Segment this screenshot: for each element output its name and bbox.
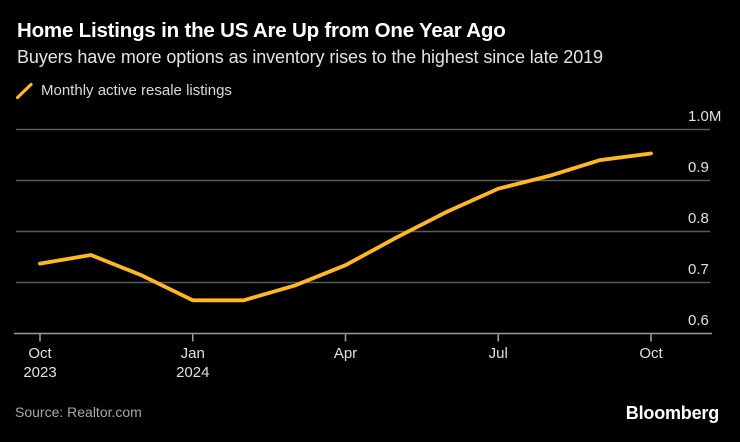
- x-axis-label-month: Jul: [488, 345, 508, 362]
- bloomberg-logo: Bloomberg: [625, 403, 719, 423]
- x-axis-label: Jan 2024: [176, 345, 209, 382]
- x-axis-label: Oct 2023: [23, 345, 56, 382]
- x-axis-label-month: Oct: [639, 345, 663, 362]
- y-axis-label: 0.9: [688, 158, 709, 176]
- x-axis-label-year: 2024: [176, 363, 210, 381]
- x-axis-label-year: 2023: [23, 363, 57, 381]
- x-axis-label: Apr: [334, 345, 357, 364]
- legend-label: Monthly active resale listings: [41, 82, 232, 99]
- x-axis-ticks: [39, 334, 652, 342]
- y-axis-label: 1.0M: [688, 107, 722, 125]
- source-credit: Source: Realtor.com: [15, 404, 142, 420]
- x-axis-label: Jul: [489, 345, 508, 364]
- x-axis-label-month: Apr: [333, 345, 358, 362]
- x-axis-label-month: Jan: [180, 345, 205, 362]
- y-axis-label: 0.6: [688, 311, 709, 329]
- chart-subtitle: Buyers have more options as inventory ri…: [17, 47, 603, 67]
- gridlines: [16, 128, 710, 284]
- x-axis-label-month: Oct: [28, 345, 52, 362]
- yellow-slash-icon: [16, 82, 33, 99]
- legend: Monthly active resale listings: [16, 82, 232, 99]
- chart-title: Home Listings in the US Are Up from One …: [17, 19, 506, 42]
- x-axis-label: Oct: [639, 345, 662, 364]
- series-line-monthly-listings: [38, 151, 653, 303]
- y-axis-label: 0.8: [688, 209, 709, 227]
- y-axis-label: 0.7: [688, 260, 709, 278]
